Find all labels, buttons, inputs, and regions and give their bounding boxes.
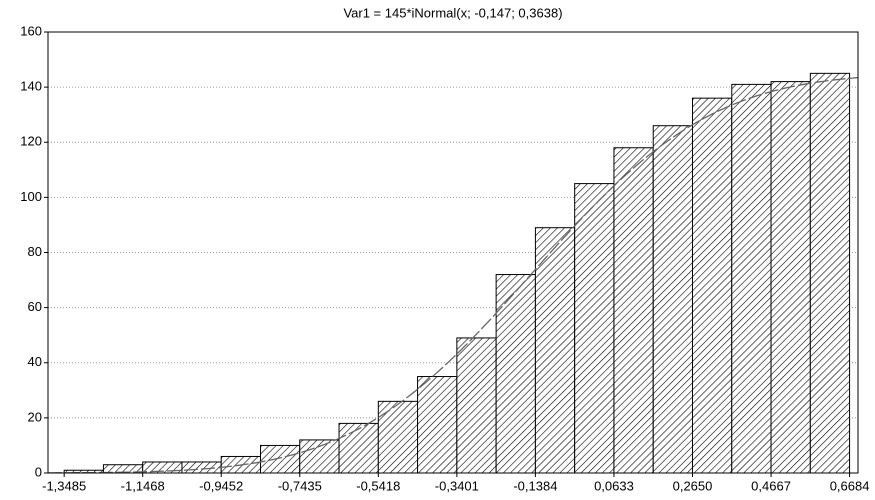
bar bbox=[534, 227, 576, 474]
y-tick-label: 80 bbox=[28, 244, 42, 259]
bar bbox=[731, 83, 772, 474]
bar bbox=[456, 337, 497, 474]
y-tick-label: 100 bbox=[20, 189, 42, 204]
x-tick-label: -0,9452 bbox=[199, 478, 243, 493]
x-tick-label: -0,3401 bbox=[435, 478, 479, 493]
y-tick-label: 140 bbox=[20, 79, 42, 94]
bar bbox=[417, 376, 458, 474]
bar bbox=[181, 461, 222, 474]
plot-frame bbox=[47, 31, 859, 474]
bar bbox=[809, 72, 851, 474]
y-tick-label: 160 bbox=[20, 23, 42, 38]
x-tick-label: 0,0633 bbox=[594, 478, 634, 493]
bar bbox=[652, 125, 693, 474]
y-tick-label: 40 bbox=[28, 354, 42, 369]
y-tick-label: 60 bbox=[28, 299, 42, 314]
y-tick-label: 0 bbox=[35, 464, 42, 479]
x-tick-label: 0,4667 bbox=[751, 478, 791, 493]
bar bbox=[259, 444, 301, 474]
y-tick-label: 120 bbox=[20, 134, 42, 149]
x-tick-label: 0,2650 bbox=[673, 478, 713, 493]
bar bbox=[338, 422, 379, 474]
x-tick-label: -1,1468 bbox=[121, 478, 165, 493]
chart-title: Var1 = 145*iNormal(x; -0,147; 0,3638) bbox=[343, 5, 562, 20]
x-tick-label: -0,1384 bbox=[513, 478, 557, 493]
bar bbox=[377, 400, 419, 474]
x-tick-label: -0,5418 bbox=[356, 478, 400, 493]
bar bbox=[770, 81, 811, 474]
bar bbox=[613, 147, 654, 474]
y-tick-label: 20 bbox=[28, 409, 42, 424]
bar bbox=[495, 274, 536, 474]
fit-curve bbox=[48, 76, 859, 474]
x-tick-label: -1,3485 bbox=[42, 478, 86, 493]
bar bbox=[299, 439, 340, 474]
bar bbox=[691, 97, 733, 474]
x-tick-label: 0,6684 bbox=[830, 478, 870, 493]
bar bbox=[574, 183, 615, 474]
x-tick-label: -0,7435 bbox=[278, 478, 322, 493]
